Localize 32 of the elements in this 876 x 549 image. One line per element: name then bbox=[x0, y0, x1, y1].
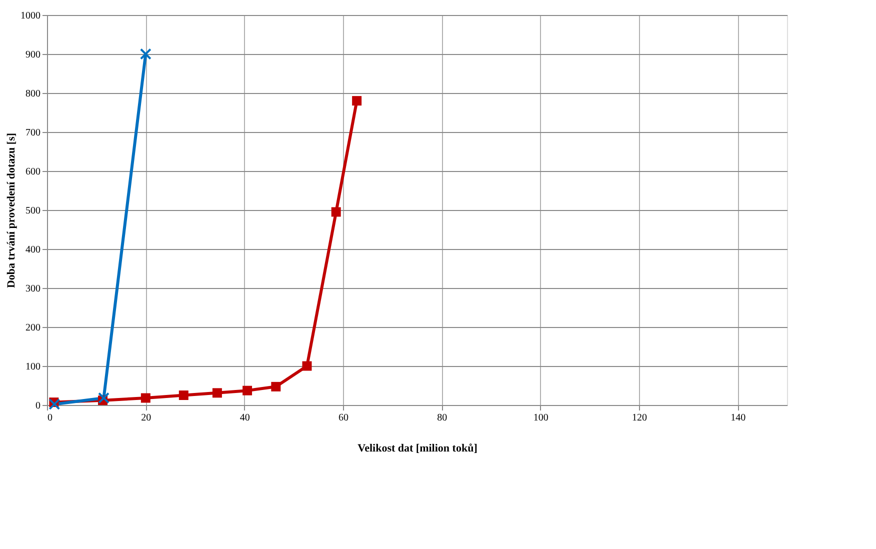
y-tick-label: 0 bbox=[36, 400, 40, 412]
x-tick-label: 80 bbox=[437, 412, 448, 424]
x-tick-label: 140 bbox=[730, 412, 746, 424]
y-tick-label: 700 bbox=[26, 128, 40, 138]
x-tick-label: 60 bbox=[338, 412, 348, 424]
y-tick-label: 900 bbox=[26, 50, 40, 60]
point bbox=[178, 390, 188, 400]
y-tick-label: 400 bbox=[26, 244, 40, 256]
x-tick-label: 100 bbox=[533, 412, 548, 424]
y-tick-label: 300 bbox=[26, 284, 40, 294]
y-tick-label: 100 bbox=[26, 362, 40, 372]
point bbox=[331, 207, 341, 217]
point bbox=[140, 393, 150, 403]
x-tick-label: 0 bbox=[48, 412, 52, 424]
y-axis-title: Doba trvání provedení dotazu [s] bbox=[6, 132, 18, 288]
y-tick-label: 1000 bbox=[20, 10, 40, 22]
x-tick-label: 20 bbox=[141, 412, 152, 424]
point bbox=[98, 392, 110, 404]
point bbox=[212, 388, 222, 398]
point bbox=[140, 48, 152, 60]
point bbox=[302, 361, 312, 371]
y-tick-label: 200 bbox=[26, 322, 40, 334]
point bbox=[271, 382, 281, 392]
point bbox=[242, 386, 252, 396]
x-tick-label: 120 bbox=[632, 412, 647, 424]
x-axis-title: Velikost dat [milion toků] bbox=[358, 442, 478, 454]
point bbox=[352, 96, 362, 106]
y-tick-label: 500 bbox=[26, 206, 40, 216]
x-tick-label: 40 bbox=[240, 412, 250, 424]
point bbox=[48, 398, 60, 410]
y-tick-label: 600 bbox=[26, 166, 40, 178]
y-tick-label: 800 bbox=[26, 88, 40, 100]
